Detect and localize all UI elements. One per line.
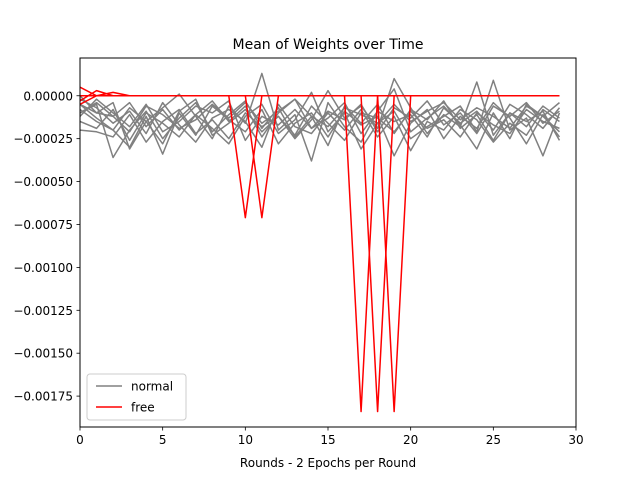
x-tick-label: 10 [238, 433, 253, 447]
series-line-normal-3 [80, 72, 560, 162]
series-line-normal-7 [80, 79, 561, 157]
x-tick-label: 30 [568, 433, 583, 447]
x-tick-label: 20 [403, 433, 418, 447]
x-tick-label: 5 [159, 433, 167, 447]
legend-entry-free[interactable]: free [96, 401, 155, 415]
chart-title: Mean of Weights over Time [233, 37, 424, 53]
series-line-normal-0 [80, 98, 560, 138]
y-tick-label: 0.00000 [23, 89, 73, 103]
y-tick-label: −0.00050 [13, 175, 73, 189]
x-axis-label: Rounds - 2 Epochs per Round [240, 456, 416, 470]
series-line-normal-9 [80, 98, 560, 133]
series-layer [80, 72, 561, 413]
legend-label-normal: normal [131, 380, 173, 394]
legend-entry-normal[interactable]: normal [96, 380, 173, 394]
legend[interactable]: normal free [86, 373, 187, 421]
series-line-normal-8 [80, 77, 561, 145]
y-tick-label: −0.00075 [13, 218, 73, 232]
y-tick-label: −0.00025 [13, 132, 73, 146]
x-axis: 0 5 10 15 20 25 30 [76, 427, 584, 447]
legend-label-free: free [131, 401, 155, 415]
y-tick-label: −0.00175 [13, 390, 73, 404]
y-tick-label: −0.00125 [13, 304, 73, 318]
y-tick-label: −0.00100 [13, 261, 73, 275]
series-line-free-14 [80, 95, 560, 219]
x-tick-label: 15 [320, 433, 335, 447]
y-tick-label: −0.00150 [13, 347, 73, 361]
x-tick-label: 25 [486, 433, 501, 447]
y-axis: 0.00000 −0.00025 −0.00050 −0.00075 −0.00100 −… [13, 89, 80, 404]
x-tick-label: 0 [76, 433, 84, 447]
